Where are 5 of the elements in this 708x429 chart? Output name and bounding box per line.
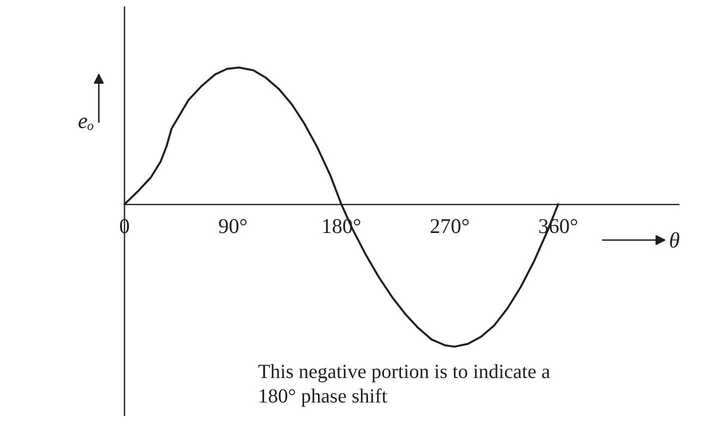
x-tick-label: 90° xyxy=(218,214,248,238)
y-axis-title: eₒ xyxy=(78,108,94,134)
x-axis-title: θ xyxy=(668,228,680,253)
text: This negative portion is to indicate a 180° phase shift xyxy=(258,361,550,408)
x-tick-label: 270° xyxy=(430,214,470,238)
